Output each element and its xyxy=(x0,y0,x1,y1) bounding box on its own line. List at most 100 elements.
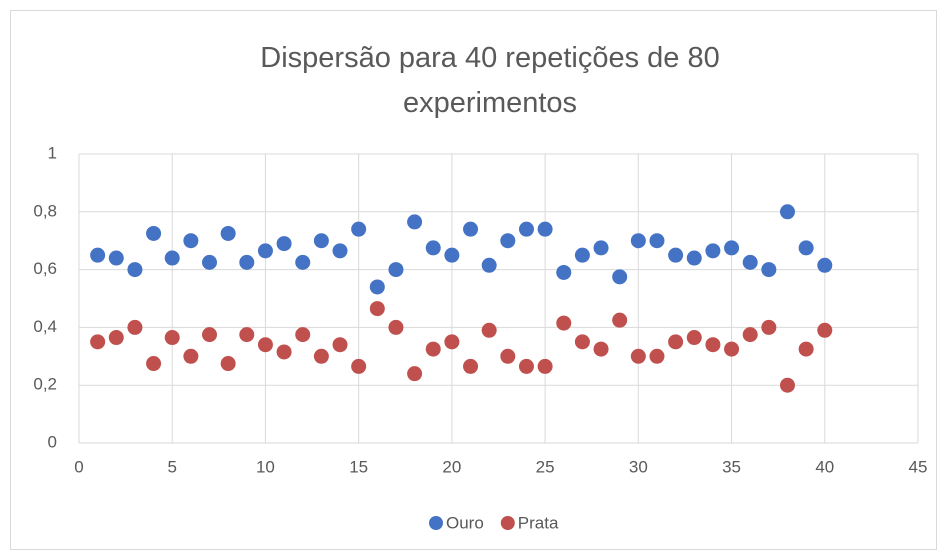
point xyxy=(724,341,740,357)
point xyxy=(556,264,572,280)
legend-label: Prata xyxy=(518,513,559,532)
x-tick-label: 15 xyxy=(349,457,368,476)
chart-border xyxy=(10,10,937,550)
x-tick-label: 40 xyxy=(815,457,834,476)
point xyxy=(705,337,721,353)
point xyxy=(220,356,236,372)
point xyxy=(313,348,329,364)
x-tick-label: 20 xyxy=(442,457,461,476)
legend-label: Ouro xyxy=(446,513,484,532)
point xyxy=(686,250,702,266)
point xyxy=(444,247,460,263)
legend-marker xyxy=(429,516,443,530)
point xyxy=(668,247,684,263)
point xyxy=(630,233,646,249)
point xyxy=(779,377,795,393)
point xyxy=(108,250,124,266)
x-tick-label: 45 xyxy=(909,457,928,476)
point xyxy=(463,221,479,237)
point xyxy=(537,221,553,237)
point xyxy=(649,233,665,249)
point xyxy=(127,262,143,278)
point xyxy=(164,330,180,346)
point xyxy=(574,334,590,350)
point xyxy=(388,319,404,335)
point xyxy=(612,269,628,285)
point xyxy=(369,301,385,317)
point xyxy=(593,341,609,357)
point xyxy=(425,240,441,256)
point xyxy=(351,358,367,374)
y-tick-label: 0,8 xyxy=(33,201,57,220)
x-tick-label: 5 xyxy=(167,457,176,476)
point xyxy=(668,334,684,350)
point xyxy=(407,366,423,382)
point xyxy=(202,254,218,270)
point xyxy=(444,334,460,350)
point xyxy=(742,254,758,270)
point xyxy=(556,315,572,331)
y-tick-label: 0 xyxy=(48,432,57,451)
point xyxy=(108,330,124,346)
point xyxy=(817,257,833,273)
x-tick-label: 0 xyxy=(74,457,83,476)
point xyxy=(407,214,423,230)
point xyxy=(90,247,106,263)
point xyxy=(425,341,441,357)
point xyxy=(90,334,106,350)
point xyxy=(276,344,292,360)
point xyxy=(313,233,329,249)
point xyxy=(183,233,199,249)
point xyxy=(295,327,311,343)
point xyxy=(500,348,516,364)
point xyxy=(239,327,255,343)
point xyxy=(612,312,628,328)
point xyxy=(146,225,162,241)
point xyxy=(518,358,534,374)
x-tick-label: 25 xyxy=(536,457,555,476)
point xyxy=(593,240,609,256)
point xyxy=(369,279,385,295)
x-tick-label: 30 xyxy=(629,457,648,476)
point xyxy=(761,262,777,278)
point xyxy=(332,243,348,259)
point xyxy=(630,348,646,364)
chart-title: Dispersão para 40 repetições de 80 exper… xyxy=(260,42,720,119)
point xyxy=(518,221,534,237)
point xyxy=(202,327,218,343)
point xyxy=(481,257,497,273)
point xyxy=(742,327,758,343)
y-tick-label: 0,6 xyxy=(33,259,57,278)
point xyxy=(500,233,516,249)
point xyxy=(388,262,404,278)
point xyxy=(481,322,497,338)
point xyxy=(239,254,255,270)
point xyxy=(276,236,292,252)
point xyxy=(798,341,814,357)
point xyxy=(332,337,348,353)
x-tick-label: 10 xyxy=(256,457,275,476)
point xyxy=(127,319,143,335)
point xyxy=(649,348,665,364)
point xyxy=(724,240,740,256)
point xyxy=(146,356,162,372)
x-tick-label: 35 xyxy=(722,457,741,476)
point xyxy=(798,240,814,256)
point xyxy=(295,254,311,270)
point xyxy=(164,250,180,266)
point xyxy=(779,204,795,220)
point xyxy=(686,330,702,346)
point xyxy=(817,322,833,338)
point xyxy=(705,243,721,259)
point xyxy=(220,225,236,241)
point xyxy=(257,243,273,259)
point xyxy=(574,247,590,263)
y-tick-label: 1 xyxy=(48,143,57,162)
point xyxy=(463,358,479,374)
point xyxy=(537,358,553,374)
point xyxy=(761,319,777,335)
point xyxy=(351,221,367,237)
y-tick-label: 0,4 xyxy=(33,317,57,336)
point xyxy=(257,337,273,353)
